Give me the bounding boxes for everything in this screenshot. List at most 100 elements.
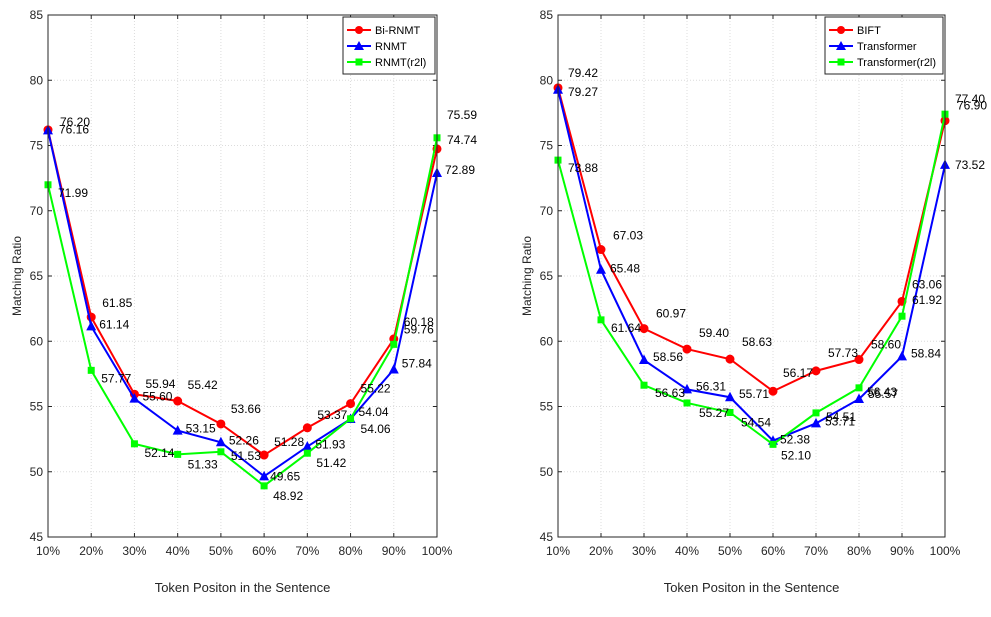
y-tick-label: 80 [540,73,554,87]
y-tick-label: 60 [30,334,44,348]
series-line [557,87,946,393]
series-line [47,130,438,478]
data-label: 48.92 [273,489,303,503]
data-point-circle [811,366,821,376]
y-tick-label: 80 [30,73,44,87]
data-point-square [683,399,691,407]
data-label: 60.18 [404,315,434,329]
data-label: 53.66 [231,402,261,416]
x-tick-label: 60% [252,544,276,558]
x-tick-label: 80% [847,544,871,558]
data-point-triangle [811,417,821,428]
axes-box [47,14,438,538]
data-label: 54.04 [359,405,389,419]
data-label: 56.63 [655,386,685,400]
y-tick-label: 45 [540,530,554,544]
y-tick-label: 85 [30,8,44,22]
plot-area [558,15,945,537]
series-bift [553,83,950,396]
data-point-triangle [129,393,140,403]
data-label: 65.48 [610,262,640,276]
x-tick-label: 40% [166,544,190,558]
data-point-triangle [215,436,226,447]
legend-label: Transformer(r2l) [857,57,936,69]
x-tick-label: 80% [339,544,363,558]
data-label: 54.54 [741,416,771,430]
data-label: 74.74 [447,133,477,147]
data-point-triangle [388,363,399,374]
legend-label: Bi-RNMT [375,25,420,37]
data-label: 67.03 [613,229,643,243]
legend-label: RNMT [375,41,407,53]
data-point-square [726,409,734,417]
data-point-triangle [682,383,692,394]
data-label: 55.27 [699,406,729,420]
legend-marker-circle [837,26,845,34]
y-tick-label: 60 [540,334,554,348]
legend-label: BIFT [857,25,881,37]
data-label: 57.84 [402,356,432,370]
data-label: 56.43 [867,385,897,399]
data-label: 57.73 [828,346,858,360]
data-label: 54.51 [826,410,856,424]
x-tick-label: 60% [761,544,785,558]
data-label: 54.06 [361,422,391,436]
data-point-square [812,409,820,417]
data-point-circle [259,450,269,460]
data-point-circle [639,324,649,334]
data-point-circle [768,386,778,396]
legend-label: RNMT(r2l) [375,57,426,69]
data-point-triangle [897,350,907,361]
data-point-square [130,440,138,448]
data-label: 79.27 [568,85,598,99]
chart-panel-2: 45 50 55 60 65 70 75 80 85 10% 20% 30% 40% 50% 60% 70% 8… [520,8,987,595]
data-label: 51.53 [231,449,261,463]
data-label: 60.97 [656,307,686,321]
data-point-square [769,440,777,448]
data-label: 52.14 [144,446,174,460]
data-point-triangle [725,391,735,402]
data-point-square [855,384,863,392]
legend-marker-triangle [354,41,364,50]
x-tick-label: 30% [632,544,656,558]
x-tick-label: 90% [382,544,406,558]
y-tick-label: 65 [30,269,44,283]
chart-panel-1: 45 50 55 60 65 70 75 80 85 10% 20% 30% 40% 50% 60% 70% 8… [10,8,477,595]
data-label: 53.15 [186,422,216,436]
series-line [47,137,438,488]
x-tick-label: 90% [890,544,914,558]
data-label: 76.16 [59,122,89,136]
data-label: 59.40 [699,326,729,340]
data-point-triangle [172,425,183,435]
data-label: 61.85 [102,296,132,310]
data-label: 58.84 [911,346,941,360]
y-tick-label: 75 [540,139,554,153]
legend-marker-square [837,58,845,66]
data-label: 57.77 [101,371,131,385]
series-line [557,113,946,446]
y-tick-label: 75 [30,139,44,153]
data-label: 55.22 [361,382,391,396]
data-point-circle [302,423,312,433]
series-bi-rnmt [43,125,442,460]
y-tick-label: 70 [540,204,554,218]
y-axis-label: Matching Ratio [10,236,24,316]
data-label: 52.10 [781,448,811,462]
data-point-square [898,312,906,320]
y-tick-label: 55 [540,400,554,414]
data-label: 51.33 [188,457,218,471]
data-label: 55.42 [188,378,218,392]
data-label: 71.99 [58,186,88,200]
axes-box [557,14,946,538]
data-point-triangle [86,320,97,331]
legend-marker-triangle [836,41,846,50]
data-label: 53.37 [317,408,347,422]
series-line [557,89,946,442]
data-label: 51.93 [315,438,345,452]
data-label: 61.14 [99,317,129,331]
y-tick-label: 70 [30,204,44,218]
data-point-square [390,340,398,348]
data-point-circle [346,399,356,409]
x-axis-label: Token Positon in the Sentence [155,580,331,595]
data-point-square [217,448,225,456]
